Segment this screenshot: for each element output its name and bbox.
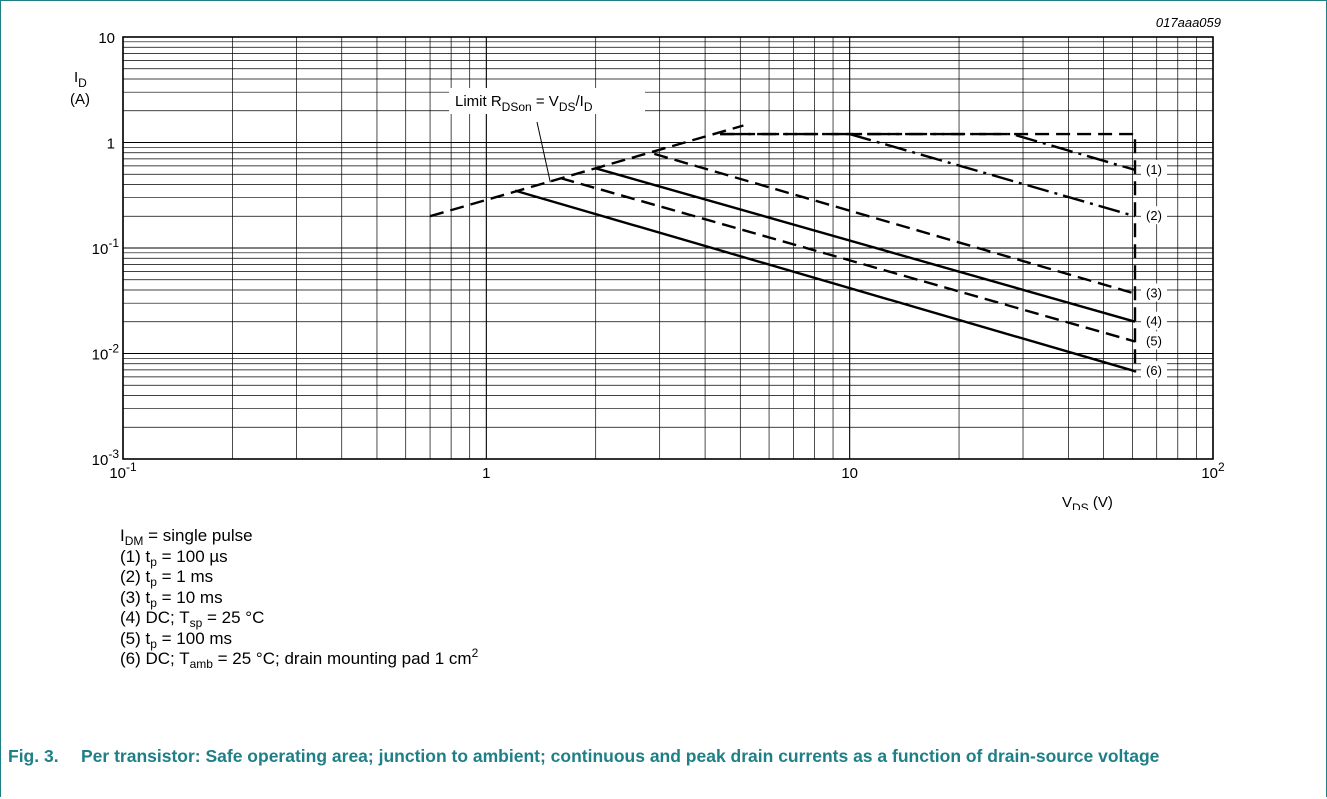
annotation-bg [449,88,645,114]
note-item: (6) DC; Tamb = 25 °C; drain mounting pad… [120,646,479,671]
x-axis-label: VDS (V) [1062,494,1113,510]
y-axis-label: ID [74,69,87,90]
series-label-text: (3) [1146,286,1162,301]
notes-list: IDM = single pulse (1) tp = 100 µs (2) tp … [120,526,478,670]
curves: (1) (2) (3) (4) (5) (6) [429,124,1168,380]
grid [122,36,1214,460]
soa-chart: (1) (2) (3) (4) (5) (6) 10-1 1 10 102 10 1 10-1 10-2… [70,15,1225,510]
series-label-text: (2) [1146,208,1162,223]
series-label-text: (1) [1146,162,1162,177]
series-label-text: (4) [1146,314,1162,329]
series-line-5 [560,176,1136,343]
x-tick-label: 10 [841,465,858,482]
figure-frame-top [0,0,1327,1]
y-tick-label: 10-1 [92,236,120,258]
series-label-3: (3) [1141,283,1168,302]
figure-code: 017aaa059 [1156,15,1221,30]
series-line-4 [595,167,1136,323]
figure-number: Fig. 3. [8,746,59,766]
x-tick-label: 10-1 [109,460,137,482]
y-tick-label: 10 [98,30,115,47]
annotation-pointer [536,121,551,183]
series-line-1 [720,132,1136,172]
note-item: (3) tp = 10 ms [120,587,223,610]
note-item: (4) DC; Tsp = 25 °C [120,608,265,630]
y-axis-unit: (A) [70,91,90,108]
figure-caption-text: Per transistor: Safe operating area; jun… [81,746,1160,766]
rdson-limit-line [429,124,744,218]
series-label-4: (4) [1141,311,1168,330]
note-item: (1) tp = 100 µs [120,546,228,569]
series-line-6 [514,189,1136,373]
soa-envelope-line [720,132,1137,373]
series-label-1: (1) [1141,159,1168,178]
series-label-text: (6) [1146,363,1162,378]
series-label-2: (2) [1141,206,1168,225]
x-tick-label: 1 [482,465,490,482]
limit-annotation: Limit RDSon = VDS/ID [449,88,645,183]
series-label-6: (6) [1141,361,1168,380]
x-tick-label: 102 [1201,460,1225,482]
y-tick-label: 1 [107,136,115,153]
series-label-text: (5) [1146,333,1162,348]
annotation-text: Limit RDSon = VDS/ID [455,93,593,114]
series-line-2 [849,132,1136,218]
y-tick-label: 10-2 [92,342,120,364]
note-item: IDM = single pulse [120,526,253,548]
note-item: (2) tp = 1 ms [120,567,214,589]
axis-labels: 017aaa059 ID (A) VDS (V) [70,15,1221,510]
series-label-5: (5) [1141,331,1168,350]
plot-border [122,36,1214,460]
note-item: (5) tp = 100 ms [120,628,233,651]
